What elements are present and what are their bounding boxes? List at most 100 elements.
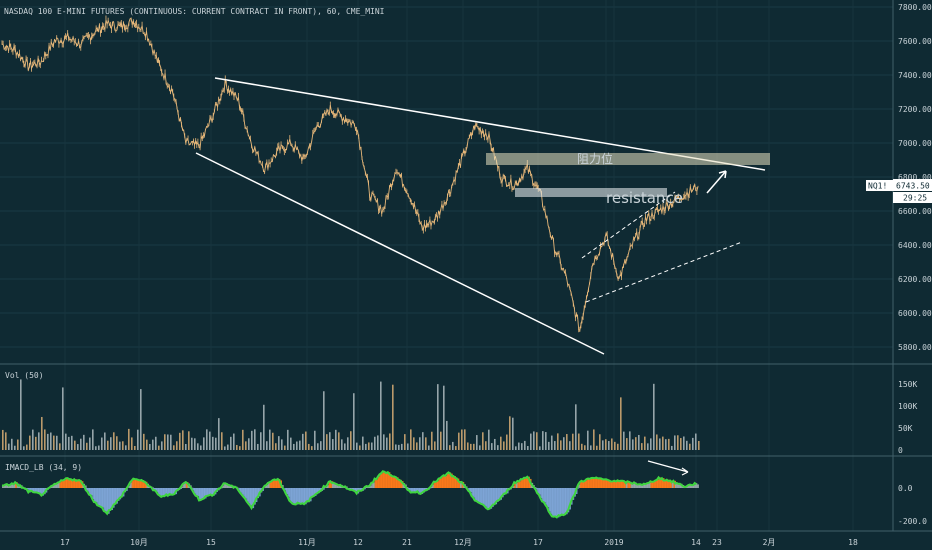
macd-bar [171,488,174,495]
macd-bar [74,479,77,488]
macd-bar [482,488,486,505]
macd-bar [542,488,545,502]
macd-bar [446,473,450,488]
macd-bar [26,488,30,490]
price-axis[interactable]: 7800.00 7600.00 7400.00 7200.00 7000.00 6800.… [898,3,932,352]
macd-bar [409,488,412,491]
macd-bar [251,488,255,509]
volume-bar [143,433,145,450]
macd-bar [599,478,603,488]
macd-bar [611,481,614,488]
macd-bar [622,480,626,488]
macd-bar [435,481,438,488]
volume-bar [146,439,148,450]
macd-bar [591,477,594,488]
macd-bar [481,488,484,505]
macd-bar [102,488,105,508]
macd-bar [371,482,374,488]
macd-bar [479,488,483,504]
volume-bar [485,441,487,450]
volume-bar [512,417,514,450]
macd-bar [607,479,611,488]
volume-bar [134,445,136,450]
macd-bar [118,488,122,500]
macd-bar [203,488,207,499]
macd-bar [604,479,608,488]
volume-bar [662,436,664,450]
volume-bar [209,431,211,450]
volume-bar [68,436,70,450]
macd-bar [294,488,297,505]
macd-bar [289,488,292,501]
macd-bar [443,475,447,488]
countdown-badge [893,192,932,203]
macd-label: IMACD_LB (34, 9) [5,463,82,472]
macd-bar [642,485,645,488]
time-tick-label: 17 [533,538,543,547]
macd-bar [154,488,158,491]
volume-bar [164,434,166,450]
volume-bar [173,445,175,450]
macd-bar [267,482,271,488]
volume-bar [323,391,325,450]
volume-bar [269,429,271,450]
volume-bar [305,431,307,450]
resistance-zone-lower[interactable] [515,188,667,197]
macd-bar [166,488,169,495]
macd-bar [661,478,665,488]
upper-channel-dashed[interactable] [581,191,676,259]
macd-bar [64,479,67,488]
volume-bar [38,432,40,450]
macd-bar [287,488,291,497]
time-tick-label: 10月 [130,538,148,547]
macd-bar [379,474,383,488]
resistance-zone-upper[interactable] [486,153,770,165]
macd-bar [579,482,583,488]
macd-bar [571,488,575,500]
volume-bar [254,429,256,450]
volume-bar [425,437,427,450]
macd-bar [381,473,384,488]
macd-bar [629,481,632,488]
macd-bar [468,488,471,491]
macd-bar [663,480,667,488]
volume-bar [197,443,199,450]
volume-bar [446,420,448,450]
macd-bar [448,472,452,488]
macd-bar [497,488,501,501]
volume-tick-label: 100K [898,402,917,411]
volume-bar [218,418,220,450]
macd-bar [548,488,552,512]
volume-bar [689,443,691,450]
volume-bar [614,441,616,450]
time-axis[interactable]: 17 10月 15 11月 12 21 12月 17 2019 14 23 2月 18 [60,538,858,547]
macd-bar [136,479,140,488]
macd-bar [648,482,652,488]
macd-bar [90,488,94,496]
macd-bar [194,488,197,494]
macd-bar [494,488,498,505]
macd-bar [327,485,330,488]
volume-bar [119,441,121,450]
time-tick-label: 21 [402,538,412,547]
volume-bar [182,430,184,450]
macd-bar [376,479,379,488]
macd-bar [601,478,604,488]
volume-bar [365,443,367,450]
macd-bar [72,480,76,488]
volume-bar [482,432,484,450]
volume-bar [437,384,439,450]
volume-bar [71,435,73,450]
macd-bar [164,488,168,497]
macd-bar [441,476,445,488]
macd-bar [312,488,315,497]
volume-bar [296,441,298,450]
lower-trendline[interactable] [195,152,605,355]
macd-bar [458,480,461,488]
volume-bar [449,445,451,450]
volume-bar [371,442,373,450]
macd-bar [156,488,159,492]
volume-bar [656,434,658,450]
macd-bar [670,480,673,488]
